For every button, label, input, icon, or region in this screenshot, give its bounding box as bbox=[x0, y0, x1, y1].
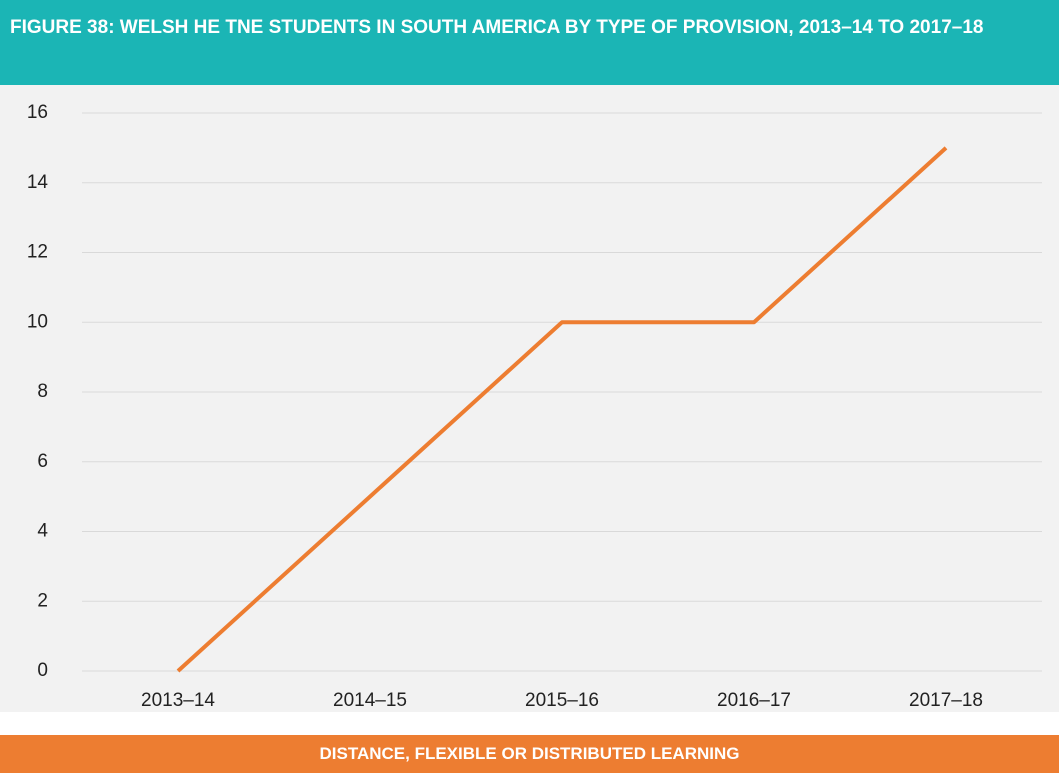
y-tick-label: 0 bbox=[37, 660, 48, 681]
y-tick-label: 14 bbox=[27, 172, 49, 193]
y-tick-label: 10 bbox=[27, 311, 48, 332]
y-tick-label: 6 bbox=[37, 451, 48, 472]
x-tick-label: 2016–17 bbox=[717, 690, 791, 711]
chart-title: FIGURE 38: WELSH HE TNE STUDENTS IN SOUT… bbox=[0, 0, 1059, 85]
line bbox=[176, 146, 948, 673]
y-tick-label: 16 bbox=[27, 102, 48, 123]
y-tick-label: 8 bbox=[37, 381, 48, 402]
x-tick-label: 2014–15 bbox=[333, 690, 407, 711]
x-tick-label: 2013–14 bbox=[141, 690, 215, 711]
legend-entry: DISTANCE, FLEXIBLE OR DISTRIBUTED LEARNI… bbox=[0, 735, 1059, 773]
x-tick-label: 2017–18 bbox=[909, 690, 983, 711]
x-tick-label: 2015–16 bbox=[525, 690, 599, 711]
y-tick-label: 4 bbox=[37, 521, 48, 542]
plot-area bbox=[0, 85, 1059, 712]
y-tick-label: 2 bbox=[37, 590, 48, 611]
y-tick-label: 12 bbox=[27, 242, 48, 263]
